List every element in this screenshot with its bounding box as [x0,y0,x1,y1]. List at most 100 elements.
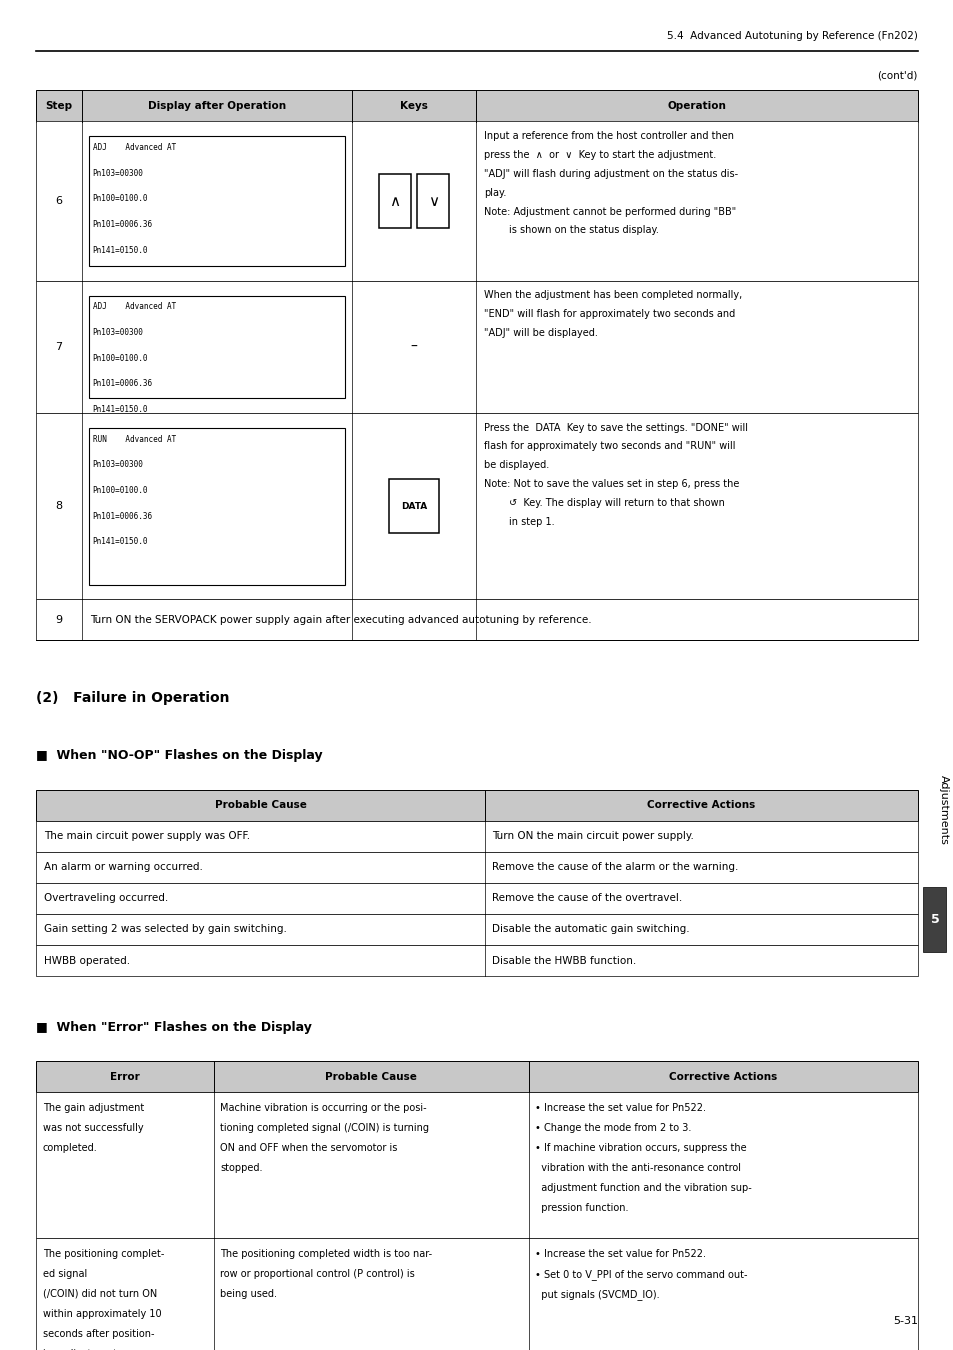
Text: was not successfully: was not successfully [43,1123,143,1133]
Text: within approximately 10: within approximately 10 [43,1308,161,1319]
Text: The positioning complet-: The positioning complet- [43,1249,164,1258]
Text: Disable the automatic gain switching.: Disable the automatic gain switching. [492,925,689,934]
Text: 5-31: 5-31 [892,1316,917,1326]
Text: Note: Adjustment cannot be performed during "BB": Note: Adjustment cannot be performed dur… [483,207,735,216]
Text: ed signal: ed signal [43,1269,87,1278]
Text: put signals (SVCMD_IO).: put signals (SVCMD_IO). [535,1289,659,1300]
Text: • If machine vibration occurs, suppress the: • If machine vibration occurs, suppress … [535,1143,746,1153]
Text: (2)   Failure in Operation: (2) Failure in Operation [36,691,230,705]
Text: Gain setting 2 was selected by gain switching.: Gain setting 2 was selected by gain swit… [44,925,287,934]
Text: Pn101=0006.36: Pn101=0006.36 [92,512,152,521]
Text: Remove the cause of the alarm or the warning.: Remove the cause of the alarm or the war… [492,863,738,872]
Text: Pn103=00300: Pn103=00300 [92,460,143,470]
Bar [36,1238,917,1350]
Text: ON and OFF when the servomotor is: ON and OFF when the servomotor is [220,1143,397,1153]
Text: is shown on the status display.: is shown on the status display. [483,225,658,235]
Bar [36,1061,917,1092]
Text: "ADJ" will flash during adjustment on the status dis-: "ADJ" will flash during adjustment on th… [483,169,737,178]
Text: (cont'd): (cont'd) [877,70,917,80]
Text: play.: play. [483,188,505,197]
Text: ↺  Key. The display will return to that shown: ↺ Key. The display will return to that s… [483,498,723,508]
Text: (/COIN) did not turn ON: (/COIN) did not turn ON [43,1289,157,1299]
Text: Pn100=0100.0: Pn100=0100.0 [92,354,148,363]
Bar [36,883,917,914]
Text: Keys: Keys [399,101,428,111]
Text: 7: 7 [55,342,63,352]
Text: Probable Cause: Probable Cause [214,801,306,810]
Text: ADJ    Advanced AT: ADJ Advanced AT [92,143,175,153]
Bar [923,887,945,952]
Bar [89,428,345,585]
Bar [36,90,917,122]
Text: –: – [410,340,417,354]
Bar [36,852,917,883]
Text: Pn100=0100.0: Pn100=0100.0 [92,486,148,495]
Text: The gain adjustment: The gain adjustment [43,1103,144,1112]
Text: 5: 5 [929,913,939,926]
Text: flash for approximately two seconds and "RUN" will: flash for approximately two seconds and … [483,441,735,451]
Bar [89,296,345,398]
Text: Press the  DATA  Key to save the settings. "DONE" will: Press the DATA Key to save the settings.… [483,423,747,432]
Text: stopped.: stopped. [220,1162,263,1173]
Text: ADJ    Advanced AT: ADJ Advanced AT [92,302,175,312]
Text: 9: 9 [55,614,63,625]
Text: • Change the mode from 2 to 3.: • Change the mode from 2 to 3. [535,1123,691,1133]
Text: Step: Step [46,101,72,111]
Bar [36,281,917,413]
Text: adjustment function and the vibration sup-: adjustment function and the vibration su… [535,1183,751,1193]
Text: being used.: being used. [220,1289,277,1299]
Text: Note: Not to save the values set in step 6, press the: Note: Not to save the values set in step… [483,479,739,489]
Text: RUN    Advanced AT: RUN Advanced AT [92,435,175,444]
Text: 6: 6 [55,196,63,207]
Bar [36,599,917,640]
Text: tioning completed signal (/COIN) is turning: tioning completed signal (/COIN) is turn… [220,1123,429,1133]
Text: press the  ∧  or  ∨  Key to start the adjustment.: press the ∧ or ∨ Key to start the adjust… [483,150,715,159]
Text: ■  When "Error" Flashes on the Display: ■ When "Error" Flashes on the Display [36,1021,312,1034]
Text: "END" will flash for approximately two seconds and: "END" will flash for approximately two s… [483,309,734,319]
Text: Probable Cause: Probable Cause [325,1072,416,1081]
Text: vibration with the anti-resonance control: vibration with the anti-resonance contro… [535,1162,740,1173]
Text: 5.4  Advanced Autotuning by Reference (Fn202): 5.4 Advanced Autotuning by Reference (Fn… [666,31,917,40]
Text: When the adjustment has been completed normally,: When the adjustment has been completed n… [483,290,741,300]
Text: "ADJ" will be displayed.: "ADJ" will be displayed. [483,328,597,338]
Bar [36,413,917,599]
Text: The main circuit power supply was OFF.: The main circuit power supply was OFF. [44,832,250,841]
Bar [416,174,448,228]
Text: • Increase the set value for Pn522.: • Increase the set value for Pn522. [535,1103,705,1112]
Bar [36,122,917,281]
Text: Disable the HWBB function.: Disable the HWBB function. [492,956,636,965]
Bar [36,790,917,821]
Bar [389,479,438,533]
Text: Pn141=0150.0: Pn141=0150.0 [92,246,148,255]
Bar [89,136,345,266]
Text: The positioning completed width is too nar-: The positioning completed width is too n… [220,1249,432,1258]
Text: Turn ON the main circuit power supply.: Turn ON the main circuit power supply. [492,832,694,841]
Text: Corrective Actions: Corrective Actions [668,1072,777,1081]
Text: pression function.: pression function. [535,1203,628,1212]
Text: Pn103=00300: Pn103=00300 [92,169,143,178]
Text: Pn101=0006.36: Pn101=0006.36 [92,220,152,230]
Text: be displayed.: be displayed. [483,460,548,470]
Text: Overtraveling occurred.: Overtraveling occurred. [44,894,168,903]
Bar [36,821,917,852]
Text: row or proportional control (P control) is: row or proportional control (P control) … [220,1269,415,1278]
Text: Adjustments: Adjustments [938,775,947,845]
Text: Pn100=0100.0: Pn100=0100.0 [92,194,148,204]
Bar [379,174,410,228]
Text: in step 1.: in step 1. [483,517,554,526]
Text: Display after Operation: Display after Operation [148,101,286,111]
Text: Input a reference from the host controller and then: Input a reference from the host controll… [483,131,733,140]
Text: 8: 8 [55,501,63,512]
Text: Error: Error [110,1072,140,1081]
Bar [36,945,917,976]
Text: Remove the cause of the overtravel.: Remove the cause of the overtravel. [492,894,681,903]
Text: • Set 0 to V_PPI of the servo command out-: • Set 0 to V_PPI of the servo command ou… [535,1269,747,1280]
Text: Corrective Actions: Corrective Actions [646,801,755,810]
Text: seconds after position-: seconds after position- [43,1328,154,1339]
Text: HWBB operated.: HWBB operated. [44,956,130,965]
Bar [36,1092,917,1238]
Text: • Increase the set value for Pn522.: • Increase the set value for Pn522. [535,1249,705,1258]
Text: Pn141=0150.0: Pn141=0150.0 [92,537,148,547]
Text: Machine vibration is occurring or the posi-: Machine vibration is occurring or the po… [220,1103,427,1112]
Text: ∨: ∨ [427,193,438,209]
